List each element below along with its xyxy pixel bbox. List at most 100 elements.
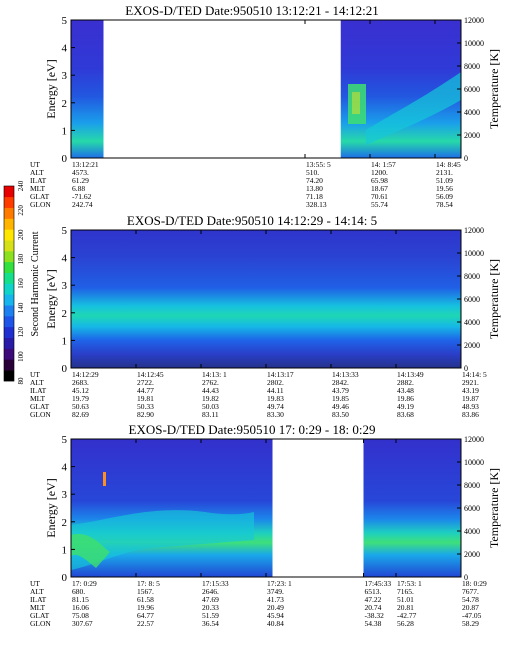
table-cell: 20.33 xyxy=(202,603,219,612)
table-cell: 61.29 xyxy=(72,176,89,185)
table-cell: 14: 8:45 xyxy=(436,160,461,169)
table-cell: -71.62 xyxy=(72,192,92,201)
y-tick-label: 3 xyxy=(62,70,68,82)
panel-1-y2label: Temperature [K] xyxy=(487,49,501,129)
table-cell: 2802. xyxy=(267,378,284,387)
panel-3-y2label: Temperature [K] xyxy=(487,468,501,548)
colorbar-tick-label: 80 xyxy=(17,377,25,385)
y2-tick-label: 4000 xyxy=(464,108,480,117)
y-tick-label: 2 xyxy=(62,98,68,110)
table-cell: 14: 1:57 xyxy=(371,160,396,169)
table-cell: 50.63 xyxy=(72,402,89,411)
table-cell: 13.80 xyxy=(306,184,323,193)
table-cell: -38.32 xyxy=(365,611,385,620)
y2-tick-label: 6000 xyxy=(464,295,480,304)
table-cell: 41.73 xyxy=(267,595,284,604)
colorbar-cell xyxy=(4,272,14,284)
table-cell: 40.84 xyxy=(267,619,284,628)
panel-1-title: EXOS-D/TED Date:950510 13:12:21 - 14:12:… xyxy=(125,3,378,18)
table-cell: 20.49 xyxy=(267,603,284,612)
table-cell: -42.77 xyxy=(397,611,417,620)
table-cell: 55.74 xyxy=(371,200,388,209)
row-label: ILAT xyxy=(30,386,47,395)
table-cell: 242.74 xyxy=(72,200,93,209)
table-cell: 16.06 xyxy=(72,603,89,612)
table-cell: 6513. xyxy=(365,587,382,596)
colorbar-tick-label: 140 xyxy=(17,302,25,313)
table-cell: 83.68 xyxy=(397,410,414,419)
row-label: MLT xyxy=(30,394,46,403)
table-cell: 17:45:33 xyxy=(365,579,392,588)
table-cell: 2921. xyxy=(462,378,479,387)
row-label: UT xyxy=(30,370,40,379)
table-cell: 2722. xyxy=(137,378,154,387)
colorbar-tick-label: 160 xyxy=(17,278,25,289)
table-cell: 2683. xyxy=(72,378,89,387)
y-tick-label: 5 xyxy=(62,225,68,237)
table-cell: 51.09 xyxy=(436,176,453,185)
row-label: ALT xyxy=(30,168,44,177)
table-cell: 4573. xyxy=(72,168,89,177)
y-tick-label: 1 xyxy=(62,335,68,347)
y2-tick-label: 2000 xyxy=(464,131,480,140)
y2-tick-label: 2000 xyxy=(464,550,480,559)
table-cell: 47.22 xyxy=(365,595,382,604)
table-cell: 54.78 xyxy=(462,595,479,604)
y2-tick-label: 8000 xyxy=(464,62,480,71)
colorbar-cell xyxy=(4,359,14,371)
panel-2-title: EXOS-D/TED Date:950510 14:12:29 - 14:14:… xyxy=(127,213,377,228)
table-cell: 6.88 xyxy=(72,184,85,193)
table-cell: 17: 8: 5 xyxy=(137,579,160,588)
table-cell: 71.18 xyxy=(306,192,323,201)
table-cell: 83.50 xyxy=(332,410,349,419)
y-tick-label: 4 xyxy=(62,462,68,474)
y2-tick-label: 12000 xyxy=(464,16,484,25)
table-cell: 19.83 xyxy=(267,394,284,403)
panel-3-title: EXOS-D/TED Date:950510 17: 0:29 - 18: 0:… xyxy=(129,422,376,437)
table-cell: 64.77 xyxy=(137,611,154,620)
table-cell: 49.74 xyxy=(267,402,284,411)
table-cell: 14:13:17 xyxy=(267,370,294,379)
y2-tick-label: 12000 xyxy=(464,435,484,444)
table-cell: 51.01 xyxy=(397,595,414,604)
colorbar-cell xyxy=(4,370,14,382)
y2-tick-label: 4000 xyxy=(464,318,480,327)
row-label: UT xyxy=(30,160,40,169)
table-cell: 36.54 xyxy=(202,619,219,628)
row-label: ILAT xyxy=(30,595,47,604)
colorbar-tick-label: 220 xyxy=(17,205,25,216)
panel-3-warm-band xyxy=(71,510,254,570)
table-cell: 83.11 xyxy=(202,410,219,419)
colorbar-cell xyxy=(4,305,14,317)
panel-2: EXOS-D/TED Date:950510 14:12:29 - 14:14:… xyxy=(30,213,501,419)
table-cell: 510. xyxy=(306,168,319,177)
colorbar-tick-label: 180 xyxy=(17,253,25,264)
table-cell: -47.05 xyxy=(462,611,482,620)
colorbar-tick-label: 200 xyxy=(17,229,25,240)
table-cell: 44.11 xyxy=(267,386,284,395)
table-cell: 2762. xyxy=(202,378,219,387)
y-tick-label: 0 xyxy=(62,153,68,165)
table-cell: 47.69 xyxy=(202,595,219,604)
table-cell: 43.79 xyxy=(332,386,349,395)
panel-3-hot-streak xyxy=(103,472,106,486)
table-cell: 19.85 xyxy=(332,394,349,403)
table-cell: 82.69 xyxy=(72,410,89,419)
table-cell: 14:13:49 xyxy=(397,370,424,379)
colorbar-cell xyxy=(4,207,14,219)
table-cell: 58.29 xyxy=(462,619,479,628)
table-cell: 83.30 xyxy=(267,410,284,419)
table-cell: 81.15 xyxy=(72,595,89,604)
colorbar-cell xyxy=(4,196,14,208)
y2-tick-label: 4000 xyxy=(464,527,480,536)
colorbar-cell xyxy=(4,283,14,295)
colorbar-tick-label: 100 xyxy=(17,351,25,362)
colorbar-tick-label: 120 xyxy=(17,327,25,338)
y2-tick-label: 0 xyxy=(464,573,468,582)
row-label: GLON xyxy=(30,410,51,419)
panel-1-warm-ridge xyxy=(366,72,461,145)
y2-tick-label: 0 xyxy=(464,154,468,163)
y-tick-label: 5 xyxy=(62,434,68,446)
table-cell: 61.58 xyxy=(137,595,154,604)
